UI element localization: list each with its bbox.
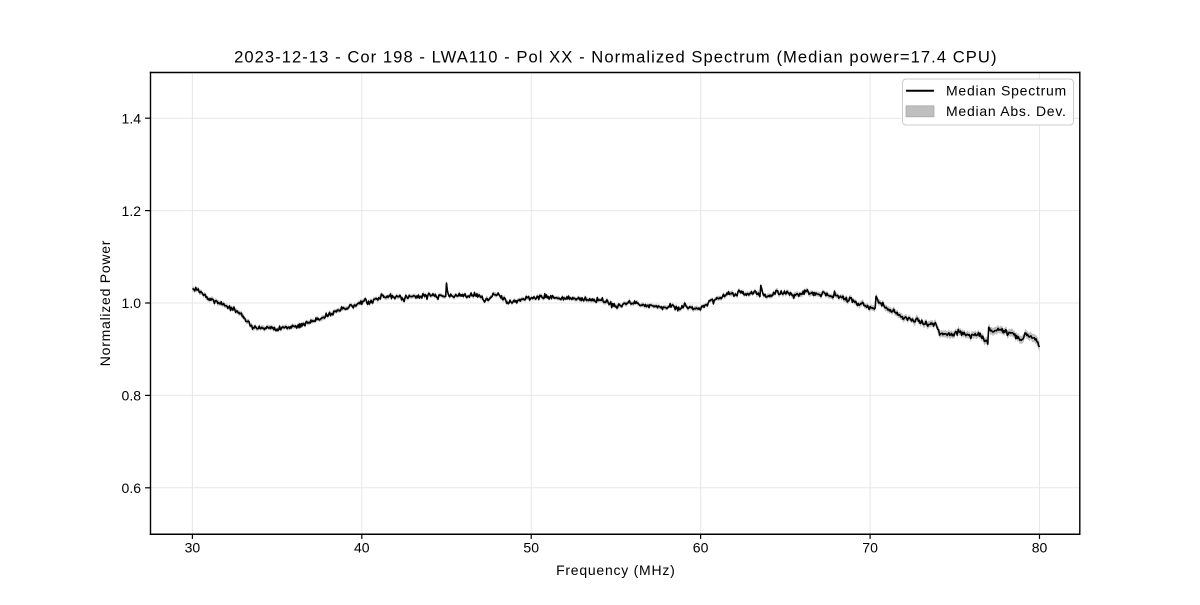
svg-text:Normalized Power: Normalized Power — [97, 240, 113, 366]
svg-text:0.6: 0.6 — [122, 480, 142, 496]
svg-text:Median Abs. Dev.: Median Abs. Dev. — [946, 103, 1067, 119]
svg-text:1.4: 1.4 — [122, 110, 142, 126]
svg-text:70: 70 — [862, 540, 878, 556]
svg-text:1.0: 1.0 — [122, 295, 142, 311]
svg-text:60: 60 — [693, 540, 709, 556]
svg-text:50: 50 — [523, 540, 539, 556]
svg-text:40: 40 — [354, 540, 370, 556]
svg-text:0.8: 0.8 — [122, 388, 142, 404]
svg-text:2023-12-13 - Cor 198 - LWA110: 2023-12-13 - Cor 198 - LWA110 - Pol XX -… — [234, 48, 997, 67]
svg-text:80: 80 — [1032, 540, 1048, 556]
svg-text:1.2: 1.2 — [122, 203, 142, 219]
svg-text:30: 30 — [185, 540, 201, 556]
svg-text:Frequency (MHz): Frequency (MHz) — [556, 562, 675, 578]
svg-text:Median Spectrum: Median Spectrum — [946, 83, 1067, 99]
